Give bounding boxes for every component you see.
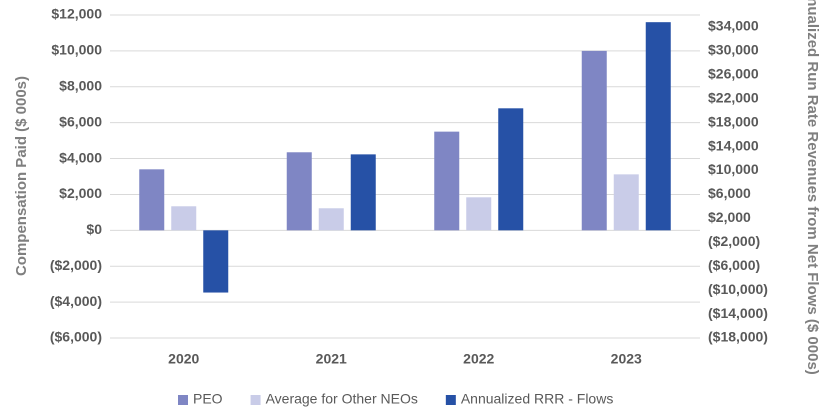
y-tick-label: $0 [86, 221, 102, 237]
legend-label: Average for Other NEOs [266, 391, 418, 407]
y2-tick-label: $18,000 [708, 113, 759, 129]
y2-tick-label: $30,000 [708, 42, 759, 58]
y2-tick-label: $6,000 [708, 185, 751, 201]
legend-swatch [178, 395, 188, 405]
y-tick-label: $10,000 [51, 42, 102, 58]
bar [139, 169, 165, 231]
y-tick-label: ($6,000) [50, 329, 102, 345]
legend-swatch [445, 395, 456, 405]
bar [434, 131, 460, 231]
y2-tick-label: $26,000 [708, 66, 759, 82]
x-tick-label: 2020 [168, 351, 199, 367]
y-tick-label: $4,000 [59, 149, 102, 165]
bar [498, 108, 524, 231]
y-tick-label: $8,000 [59, 77, 102, 93]
bar [318, 208, 344, 231]
y-tick-label: $6,000 [59, 113, 102, 129]
y2-tick-label: ($14,000) [708, 305, 768, 321]
bar [350, 154, 376, 231]
y2-tick-label: ($2,000) [708, 233, 760, 249]
y-tick-label: $2,000 [59, 185, 102, 201]
y-tick-label: ($2,000) [50, 257, 102, 273]
y2-tick-label: ($10,000) [708, 281, 768, 297]
legend-label: PEO [193, 391, 223, 407]
bar [613, 174, 639, 231]
y2-tick-label: $2,000 [708, 209, 751, 225]
y2-tick-label: $34,000 [708, 18, 759, 34]
legend-label: Annualized RRR - Flows [461, 391, 614, 407]
bar [203, 230, 229, 293]
y2-tick-label: $10,000 [708, 161, 759, 177]
x-tick-label: 2023 [611, 351, 642, 367]
bar [171, 206, 197, 231]
legend-swatch [250, 395, 261, 405]
y2-tick-label: ($6,000) [708, 257, 760, 273]
x-tick-label: 2022 [463, 351, 494, 367]
bar [645, 22, 671, 231]
bar [466, 197, 492, 231]
y2-tick-label: $22,000 [708, 89, 759, 105]
y2-tick-label: ($18,000) [708, 329, 768, 345]
y-tick-label: ($4,000) [50, 293, 102, 309]
y2-tick-label: $14,000 [708, 137, 759, 153]
bar [581, 50, 607, 231]
bar [286, 152, 312, 231]
y2-axis-title: Annualized Run Rate Revenues from Net Fl… [804, 0, 821, 375]
y-axis-title: Compensation Paid ($ 000s) [13, 76, 30, 276]
x-tick-label: 2021 [316, 351, 347, 367]
y-tick-label: $12,000 [51, 6, 102, 22]
